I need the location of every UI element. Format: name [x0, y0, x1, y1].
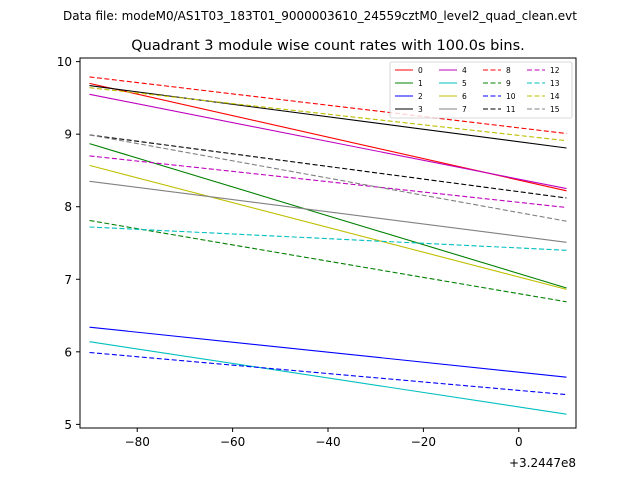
- x-tick-label: −60: [220, 435, 245, 449]
- legend-label-2: 2: [418, 92, 423, 101]
- legend-label-3: 3: [418, 105, 423, 114]
- series-line-2: [89, 326, 567, 378]
- series-line-8: [89, 76, 567, 135]
- plot-area: [80, 58, 576, 428]
- series-line-1: [89, 143, 567, 289]
- series-line-14: [89, 87, 567, 142]
- x-tick-label: −40: [315, 435, 340, 449]
- y-tick-label: 5: [64, 418, 72, 432]
- legend-label-4: 4: [462, 66, 467, 75]
- x-offset-label: +3.2447e8: [509, 456, 576, 470]
- legend-label-0: 0: [418, 66, 423, 75]
- legend-label-8: 8: [506, 66, 511, 75]
- legend-label-9: 9: [506, 79, 511, 88]
- x-tick-label: −80: [125, 435, 150, 449]
- series-line-10: [89, 351, 567, 396]
- legend-label-10: 10: [506, 92, 516, 101]
- x-tick-label: 0: [515, 435, 523, 449]
- legend-label-6: 6: [462, 92, 467, 101]
- legend-label-13: 13: [550, 79, 560, 88]
- series-line-11: [89, 134, 567, 199]
- series-line-5: [89, 341, 567, 415]
- legend-frame: [389, 61, 573, 119]
- y-tick-label: 7: [64, 273, 72, 287]
- legend-label-7: 7: [462, 105, 467, 114]
- legend-label-12: 12: [550, 66, 560, 75]
- y-tick-label: 8: [64, 200, 72, 214]
- series-line-15: [89, 134, 567, 222]
- series-line-7: [89, 180, 567, 243]
- series-line-13: [89, 226, 567, 251]
- chart-suptitle: Data file: modeM0/AS1T03_183T01_90000036…: [63, 9, 577, 23]
- series-lines: [89, 76, 567, 415]
- legend-label-5: 5: [462, 79, 467, 88]
- series-line-9: [89, 219, 567, 303]
- legend-label-1: 1: [418, 79, 423, 88]
- chart-title: Quadrant 3 module wise count rates with …: [131, 38, 525, 54]
- y-tick-label: 9: [64, 128, 72, 142]
- series-line-12: [89, 155, 567, 209]
- x-axis: −80 −60 −40 −20 0: [125, 428, 523, 449]
- legend-label-14: 14: [550, 92, 560, 101]
- legend-label-11: 11: [506, 105, 516, 114]
- x-tick-label: −20: [411, 435, 436, 449]
- series-line-4: [89, 93, 567, 190]
- y-tick-label: 10: [57, 55, 72, 69]
- y-axis: 5 6 7 8 9 10: [57, 55, 80, 432]
- y-tick-label: 6: [64, 345, 72, 359]
- legend-label-15: 15: [550, 105, 560, 114]
- series-line-6: [89, 164, 567, 290]
